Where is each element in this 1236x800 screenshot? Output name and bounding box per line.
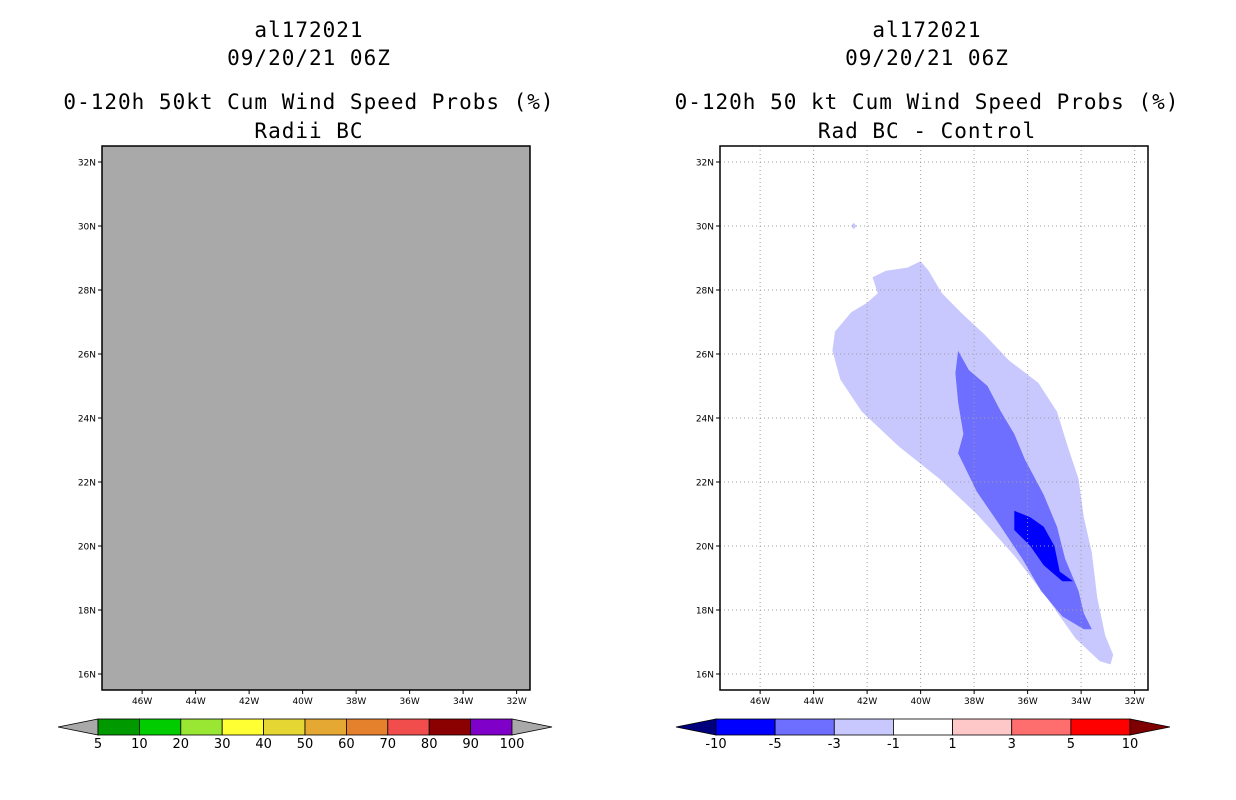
y-tick-label: 26N (78, 351, 96, 361)
colorbar-box (180, 718, 223, 736)
chart-panel-1: 46W 44W 42W 40W 38W 36W 34W 32W 16N 18N 20N 22N 24N 2… (57, 145, 553, 752)
colorbar: 5 10 20 30 40 50 60 70 80 90 100 (57, 718, 553, 752)
x-tick-label: 34W (1071, 697, 1091, 707)
colorbar-label: -3 (828, 737, 841, 752)
y-tick-label: 16N (78, 671, 96, 681)
colorbar-box (97, 718, 140, 736)
forecast-datetime: 09/20/21 06Z (845, 46, 1009, 70)
colorbar-arrow-high (1129, 718, 1171, 736)
x-tick-label: 46W (750, 697, 770, 707)
y-tick-label: 24N (78, 415, 96, 425)
contour-fill (1014, 510, 1074, 582)
chart-title: 0-120h 50kt Cum Wind Speed Probs (%) (63, 90, 555, 114)
y-tick-label: 24N (696, 415, 714, 425)
x-tick-label: 36W (399, 697, 419, 707)
colorbar-box (893, 718, 953, 736)
colorbar-label: -5 (769, 737, 782, 752)
x-tick-label: 36W (1017, 697, 1037, 707)
x-tick-label: 44W (185, 697, 205, 707)
colorbar-label: 100 (500, 737, 525, 752)
colorbar-label: 5 (1067, 737, 1075, 752)
colorbar: -10 -5 -3 -1 1 3 5 10 (675, 718, 1171, 752)
x-tick-label: 44W (803, 697, 823, 707)
y-tick-label: 32N (696, 159, 714, 169)
colorbar-box (470, 718, 513, 736)
y-tick-label: 26N (696, 351, 714, 361)
colorbar-box (774, 718, 835, 736)
colorbar-label: 3 (1008, 737, 1016, 752)
storm-id: al172021 (872, 18, 982, 42)
colorbar-label: 70 (380, 737, 397, 752)
y-tick-label: 32N (78, 159, 96, 169)
contour-fill (955, 350, 1092, 630)
colorbar-label: 10 (1122, 737, 1139, 752)
y-tick-label: 28N (696, 287, 714, 297)
colorbar-box (221, 718, 264, 736)
colorbar-box (138, 718, 182, 736)
colorbar-box (387, 718, 430, 736)
colorbar-box (428, 718, 472, 736)
y-tick-label: 20N (78, 543, 96, 553)
colorbar-box (715, 718, 776, 736)
y-tick-label: 16N (696, 671, 714, 681)
colorbar-label: -10 (705, 737, 726, 752)
colorbar-box (263, 718, 306, 736)
colorbar-box (345, 718, 389, 736)
left-panel: al172021 09/20/21 06Z 0-120h 50kt Cum Wi… (63, 18, 555, 143)
right-panel: al172021 09/20/21 06Z 0-120h 50 kt Cum W… (618, 0, 1236, 800)
colorbar-label: -1 (887, 737, 900, 752)
chart-title: 0-120h 50 kt Cum Wind Speed Probs (%) (674, 90, 1180, 114)
colorbar-box (833, 718, 894, 736)
colorbar-box (1070, 718, 1131, 736)
y-tick-label: 22N (78, 479, 96, 489)
x-tick-label: 42W (857, 697, 877, 707)
x-tick-label: 32W (1124, 697, 1144, 707)
colorbar-box (304, 718, 347, 736)
colorbar-arrow-low (675, 718, 717, 736)
colorbar-label: 20 (173, 737, 190, 752)
y-tick-label: 28N (78, 287, 96, 297)
colorbar-arrow-low (57, 718, 99, 736)
colorbar-label: 1 (948, 737, 956, 752)
x-tick-label: 38W (346, 697, 366, 707)
x-tick-label: 38W (964, 697, 984, 707)
colorbar-box (952, 718, 1013, 736)
colorbar-label: 30 (214, 737, 231, 752)
colorbar-label: 80 (421, 737, 438, 752)
forecast-datetime: 09/20/21 06Z (227, 46, 391, 70)
y-tick-label: 20N (696, 543, 714, 553)
y-tick-label: 30N (78, 223, 96, 233)
y-tick-label: 18N (696, 607, 714, 617)
x-tick-label: 40W (292, 697, 312, 707)
y-tick-label: 18N (78, 607, 96, 617)
x-tick-label: 42W (239, 697, 259, 707)
x-tick-label: 40W (910, 697, 930, 707)
colorbar-label: 90 (462, 737, 479, 752)
contour-fill (851, 222, 857, 230)
x-tick-label: 32W (506, 697, 526, 707)
colorbar-arrow-high (511, 718, 553, 736)
colorbar-label: 40 (255, 737, 272, 752)
colorbar-label: 5 (94, 737, 102, 752)
y-tick-label: 22N (696, 479, 714, 489)
plot-area (102, 146, 530, 690)
colorbar-label: 50 (297, 737, 314, 752)
chart-subtitle: Rad BC - Control (817, 119, 1037, 143)
x-tick-label: 34W (453, 697, 473, 707)
storm-id: al172021 (254, 18, 364, 42)
x-tick-label: 46W (132, 697, 152, 707)
colorbar-label: 60 (338, 737, 355, 752)
colorbar-label: 10 (131, 737, 148, 752)
chart-subtitle: Radii BC (254, 119, 364, 143)
chart-panel-2: 46W 44W 42W 40W 38W 36W 34W 32W 16N 18N 20N 22N 24N 2… (675, 145, 1171, 752)
y-tick-label: 30N (696, 223, 714, 233)
colorbar-box (1011, 718, 1072, 736)
